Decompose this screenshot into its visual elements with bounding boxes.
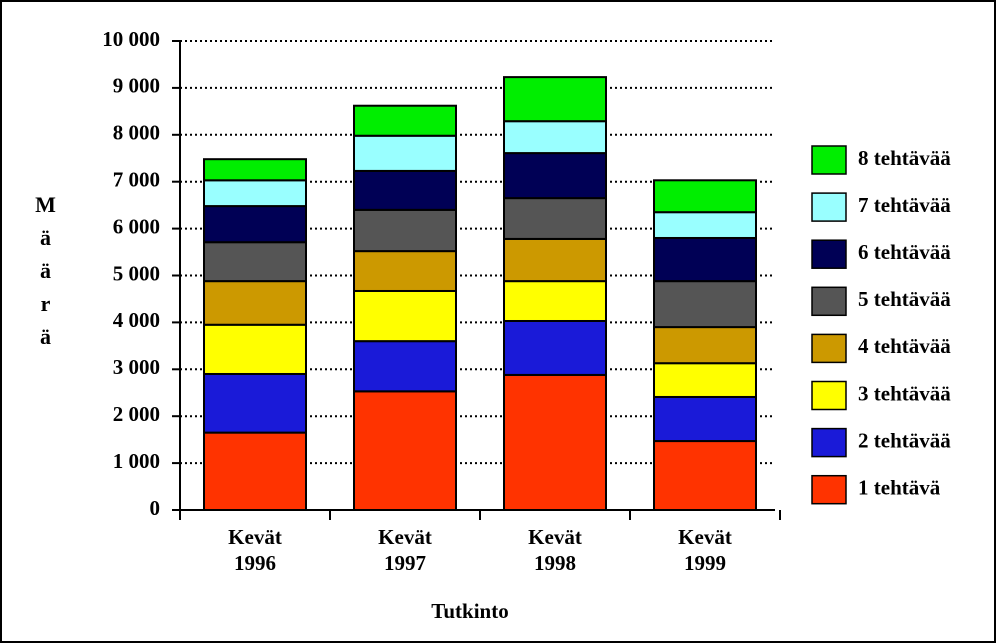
legend-label: 6 tehtävää — [858, 240, 951, 264]
x-tick-label: Kevät 1998 — [528, 525, 582, 575]
bar-segment — [203, 280, 307, 326]
legend-label: 8 tehtävää — [858, 146, 951, 170]
y-tick-label: 2 000 — [113, 402, 160, 426]
bar-segment — [503, 197, 607, 240]
y-axis-title: Määrä — [33, 192, 58, 357]
x-tick-label: Kevät 1999 — [678, 525, 732, 575]
y-tick-label: 10 000 — [102, 27, 160, 51]
bar-segment — [653, 362, 757, 398]
legend-swatch — [811, 474, 847, 505]
legend-label: 2 tehtävää — [858, 428, 951, 452]
y-tick-label: 6 000 — [113, 214, 160, 238]
bar-segment — [653, 236, 757, 283]
legend-swatch — [811, 333, 847, 364]
bar-segment — [203, 205, 307, 244]
legend-swatch — [811, 286, 847, 317]
bar-segment — [353, 340, 457, 393]
bar-segment — [353, 169, 457, 211]
x-axis-title: Tutkinto — [431, 599, 508, 623]
bar-segment — [203, 372, 307, 434]
y-tick-label: 3 000 — [113, 355, 160, 379]
bar-segment — [503, 237, 607, 283]
bar-segment — [503, 152, 607, 200]
y-tick-label: 4 000 — [113, 308, 160, 332]
legend-swatch — [811, 192, 847, 222]
y-tick-label: 7 000 — [113, 168, 160, 192]
bar-segment — [353, 289, 457, 343]
y-tick-label: 5 000 — [113, 261, 160, 285]
legend-swatch — [811, 145, 847, 175]
legend-label: 4 tehtävää — [858, 334, 951, 358]
bar-segment — [353, 208, 457, 253]
bar-segment — [503, 373, 607, 512]
x-tick-label: Kevät 1997 — [378, 525, 432, 575]
bar-segment — [653, 179, 757, 214]
bar-segment — [203, 158, 307, 182]
bar-segment — [653, 211, 757, 239]
legend-swatch — [811, 427, 847, 458]
bar-segment — [503, 280, 607, 322]
bar-segment — [653, 280, 757, 329]
y-tick-label: 0 — [150, 496, 161, 520]
bar-segment — [503, 76, 607, 123]
legend-label: 5 tehtävää — [858, 287, 951, 311]
bar-segment — [353, 134, 457, 172]
bar-segment — [353, 250, 457, 292]
legend-label: 1 tehtävä — [858, 476, 941, 500]
bar-segment — [653, 395, 757, 443]
bar-segment — [353, 390, 457, 511]
legend-swatch — [811, 380, 847, 411]
y-tick-label: 1 000 — [113, 449, 160, 473]
y-tick-label: 8 000 — [113, 121, 160, 145]
legend-label: 7 tehtävää — [858, 193, 951, 217]
legend-swatch — [811, 239, 847, 269]
y-tick-label: 9 000 — [113, 74, 160, 98]
bar-segment — [353, 104, 457, 137]
bar-segment — [653, 326, 757, 365]
legend-label: 3 tehtävää — [858, 381, 951, 405]
bar-segment — [503, 120, 607, 155]
bar-segment — [203, 431, 307, 511]
bar-segment — [203, 241, 307, 283]
bar-segment — [203, 179, 307, 208]
bar-segment — [653, 440, 757, 512]
bar-segment — [203, 323, 307, 375]
x-tick-label: Kevät 1996 — [228, 525, 282, 575]
bar-segment — [503, 319, 607, 376]
